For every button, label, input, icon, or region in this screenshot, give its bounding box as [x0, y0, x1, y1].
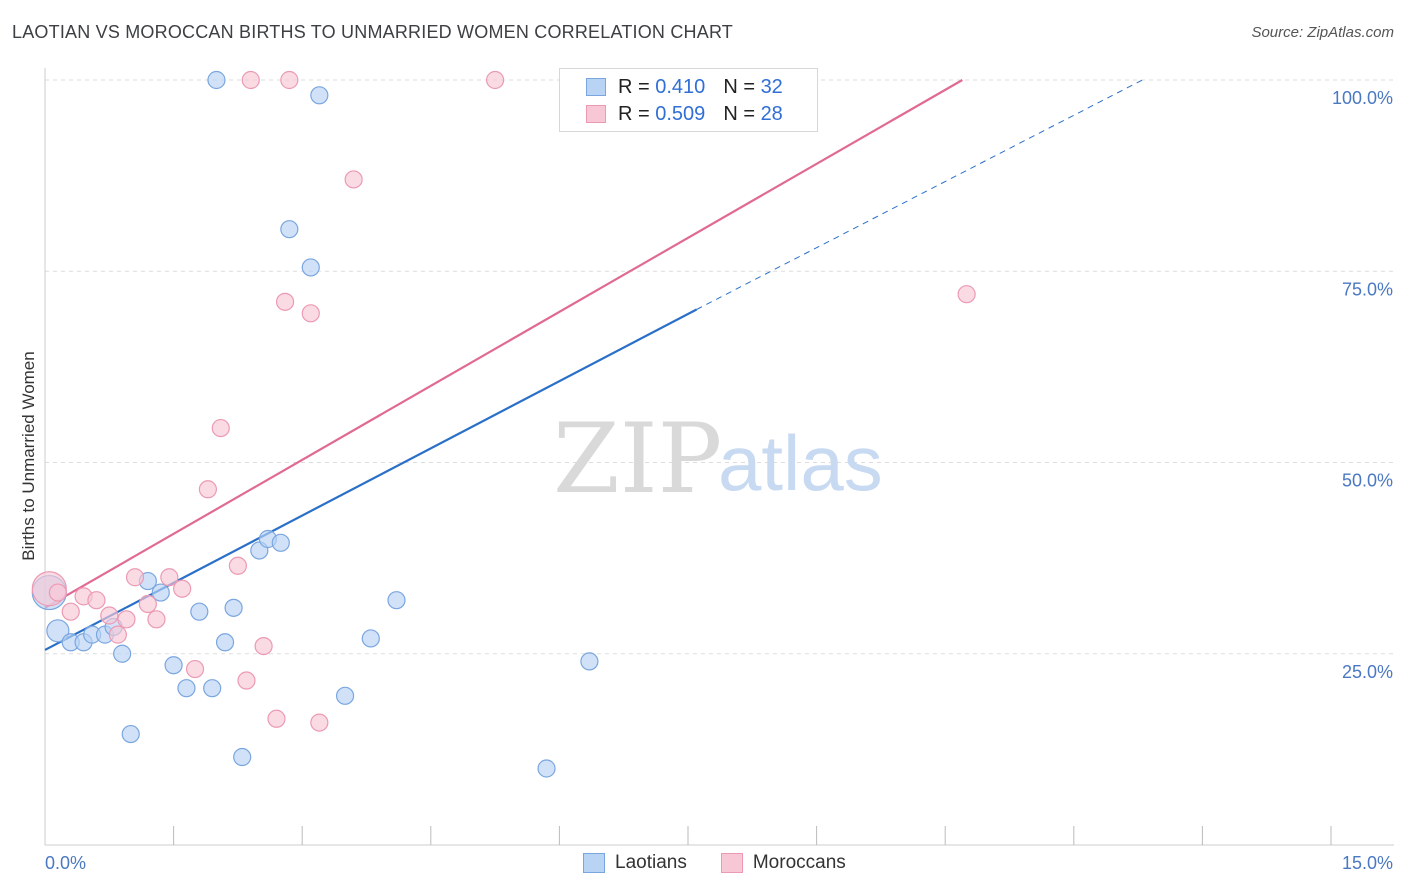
- y-tick-label: 25.0%: [1342, 662, 1393, 682]
- legend-r-label: R =: [618, 102, 650, 125]
- laotians-point[interactable]: [233, 747, 252, 767]
- laotians-legend-swatch: [583, 853, 605, 873]
- x-tick-label-max: 15.0%: [1342, 853, 1393, 873]
- laotians-legend-label: Laotians: [615, 852, 687, 873]
- laotians-point[interactable]: [151, 583, 170, 602]
- moroccans-point[interactable]: [301, 304, 320, 323]
- laotians-point[interactable]: [203, 679, 222, 698]
- x-tick-label-min: 0.0%: [45, 853, 86, 873]
- moroccans-swatch: [586, 105, 606, 123]
- legend-item-laotians[interactable]: Laotians: [583, 852, 687, 874]
- legend-n-value: 32: [760, 75, 783, 98]
- laotians-point[interactable]: [46, 619, 70, 643]
- moroccans-point[interactable]: [280, 70, 299, 90]
- moroccans-point[interactable]: [957, 285, 976, 304]
- laotians-point[interactable]: [280, 220, 299, 239]
- y-tick-label: 75.0%: [1342, 279, 1393, 299]
- laotians-point[interactable]: [121, 724, 140, 744]
- moroccans-point[interactable]: [344, 170, 363, 189]
- laotians-point[interactable]: [537, 759, 556, 778]
- laotians-point[interactable]: [361, 629, 380, 648]
- moroccans-point[interactable]: [310, 713, 329, 732]
- moroccans-point[interactable]: [48, 583, 67, 602]
- watermark-atlas: atlas: [718, 419, 883, 507]
- legend-item-moroccans[interactable]: Moroccans: [720, 852, 846, 874]
- moroccans-point[interactable]: [87, 591, 106, 610]
- moroccans-point[interactable]: [138, 594, 157, 614]
- watermark-zip: ZIP: [553, 403, 722, 515]
- legend-n-label: N =: [723, 75, 755, 98]
- axes: [44, 68, 1394, 846]
- moroccans-point[interactable]: [486, 70, 505, 90]
- legend-r-value: 0.410: [655, 75, 706, 98]
- moroccans-point[interactable]: [108, 625, 127, 644]
- watermark: ZIP atlas: [553, 403, 883, 515]
- moroccans-point[interactable]: [185, 659, 205, 679]
- laotians-point[interactable]: [164, 656, 183, 675]
- legend-row-moroccans: R = 0.509 N = 28: [586, 102, 783, 126]
- moroccans-point[interactable]: [241, 70, 260, 90]
- moroccans-point[interactable]: [211, 418, 230, 438]
- moroccans-point[interactable]: [254, 636, 273, 656]
- moroccans-point[interactable]: [237, 671, 256, 690]
- laotians-point[interactable]: [580, 652, 599, 671]
- source-label: Source: ZipAtlas.com: [1251, 24, 1394, 41]
- moroccans-point[interactable]: [61, 602, 80, 621]
- moroccans-point[interactable]: [275, 292, 295, 311]
- legend-n-label: N =: [723, 102, 755, 125]
- moroccans-point[interactable]: [117, 610, 136, 629]
- moroccans-point[interactable]: [160, 568, 179, 587]
- moroccans-point[interactable]: [267, 709, 286, 728]
- laotians-point[interactable]: [215, 633, 235, 652]
- legend-n-value: 28: [760, 102, 783, 125]
- legend-row-laotians: R = 0.410 N = 32: [586, 75, 783, 99]
- trend-lines: [44, 79, 1143, 651]
- tick-labels: 25.0% 50.0% 75.0% 100.0% 0.0% 15.0%: [45, 88, 1393, 873]
- moroccans-point[interactable]: [228, 556, 247, 575]
- laotians-point[interactable]: [271, 533, 290, 552]
- laotians-point[interactable]: [301, 258, 320, 277]
- y-tick-label: 50.0%: [1342, 471, 1393, 491]
- moroccans-point[interactable]: [100, 606, 119, 625]
- moroccans-legend-swatch: [720, 853, 743, 873]
- stats-legend: R = 0.410 N = 32 R = 0.509 N = 28: [559, 68, 818, 132]
- moroccans-legend-label: Moroccans: [752, 852, 846, 873]
- y-tick-label: 100.0%: [1332, 88, 1393, 108]
- laotians-point[interactable]: [387, 591, 406, 610]
- series-legend: Laotians Moroccans: [583, 852, 880, 874]
- laotians-point[interactable]: [113, 644, 132, 663]
- laotians-point[interactable]: [207, 70, 226, 90]
- laotians-point[interactable]: [224, 598, 243, 617]
- moroccans-point[interactable]: [125, 568, 145, 587]
- laotians-point[interactable]: [335, 686, 355, 705]
- moroccans-point[interactable]: [173, 579, 192, 598]
- grid-lines: [45, 79, 1394, 655]
- legend-r-value: 0.509: [655, 102, 706, 125]
- chart-title: LAOTIAN VS MOROCCAN BIRTHS TO UNMARRIED …: [12, 22, 734, 42]
- moroccans-trend-line: [44, 79, 963, 609]
- laotians-point[interactable]: [190, 602, 209, 621]
- laotians-swatch: [586, 78, 606, 96]
- moroccans-point[interactable]: [147, 610, 166, 629]
- moroccans-point[interactable]: [198, 480, 217, 499]
- y-axis-title: Births to Unmarried Women: [19, 351, 38, 560]
- legend-r-label: R =: [618, 75, 650, 98]
- laotians-point[interactable]: [310, 86, 329, 105]
- laotians-point[interactable]: [177, 679, 196, 698]
